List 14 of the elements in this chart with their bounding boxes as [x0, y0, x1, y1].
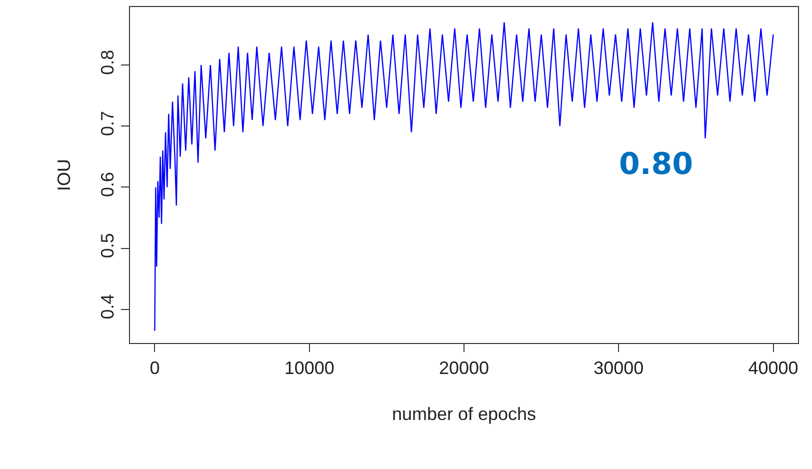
y-tick-label: 0.7: [98, 110, 118, 136]
x-tick-label: 20000: [438, 358, 490, 378]
line-series: [154, 22, 774, 332]
y-tick-label: 0.4: [98, 294, 118, 320]
x-tick-label: 10000: [284, 358, 334, 378]
y-tick-label: 0.8: [98, 50, 118, 75]
x-tick-label: 0: [150, 358, 160, 378]
y-axis-title: IOU: [54, 158, 74, 192]
annotation: 0.80: [619, 147, 694, 182]
x-axis-title: number of epochs: [392, 404, 536, 424]
x-tick-label: 30000: [594, 358, 644, 378]
y-tick-label: 0.6: [98, 172, 118, 198]
x-tick-label: 40000: [748, 358, 798, 378]
y-tick-label: 0.5: [98, 233, 118, 258]
